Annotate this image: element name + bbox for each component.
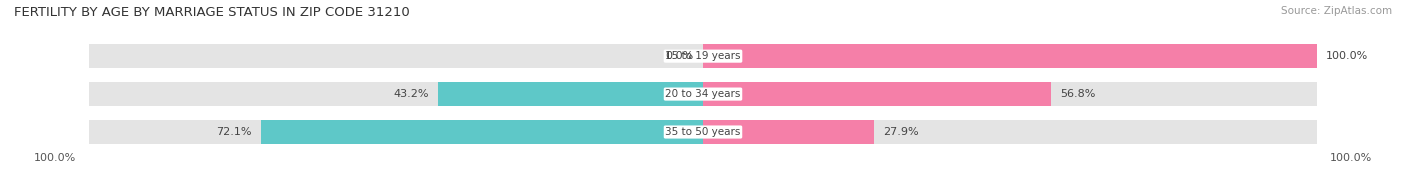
Bar <box>260 120 703 144</box>
Bar <box>703 82 1052 106</box>
Text: 72.1%: 72.1% <box>217 127 252 137</box>
Text: 35 to 50 years: 35 to 50 years <box>665 127 741 137</box>
Text: 100.0%: 100.0% <box>34 153 76 163</box>
Text: Source: ZipAtlas.com: Source: ZipAtlas.com <box>1281 6 1392 16</box>
Text: 43.2%: 43.2% <box>394 89 429 99</box>
Text: 15 to 19 years: 15 to 19 years <box>665 51 741 61</box>
Bar <box>437 82 703 106</box>
Text: 0.0%: 0.0% <box>665 51 693 61</box>
Text: 27.9%: 27.9% <box>883 127 920 137</box>
Bar <box>703 44 1316 68</box>
Text: FERTILITY BY AGE BY MARRIAGE STATUS IN ZIP CODE 31210: FERTILITY BY AGE BY MARRIAGE STATUS IN Z… <box>14 6 409 19</box>
Bar <box>90 44 1316 68</box>
Bar <box>90 82 1316 106</box>
Bar <box>90 120 1316 144</box>
Text: 100.0%: 100.0% <box>1330 153 1372 163</box>
Text: 100.0%: 100.0% <box>1326 51 1368 61</box>
Bar <box>703 120 875 144</box>
Text: 20 to 34 years: 20 to 34 years <box>665 89 741 99</box>
Text: 56.8%: 56.8% <box>1060 89 1097 99</box>
